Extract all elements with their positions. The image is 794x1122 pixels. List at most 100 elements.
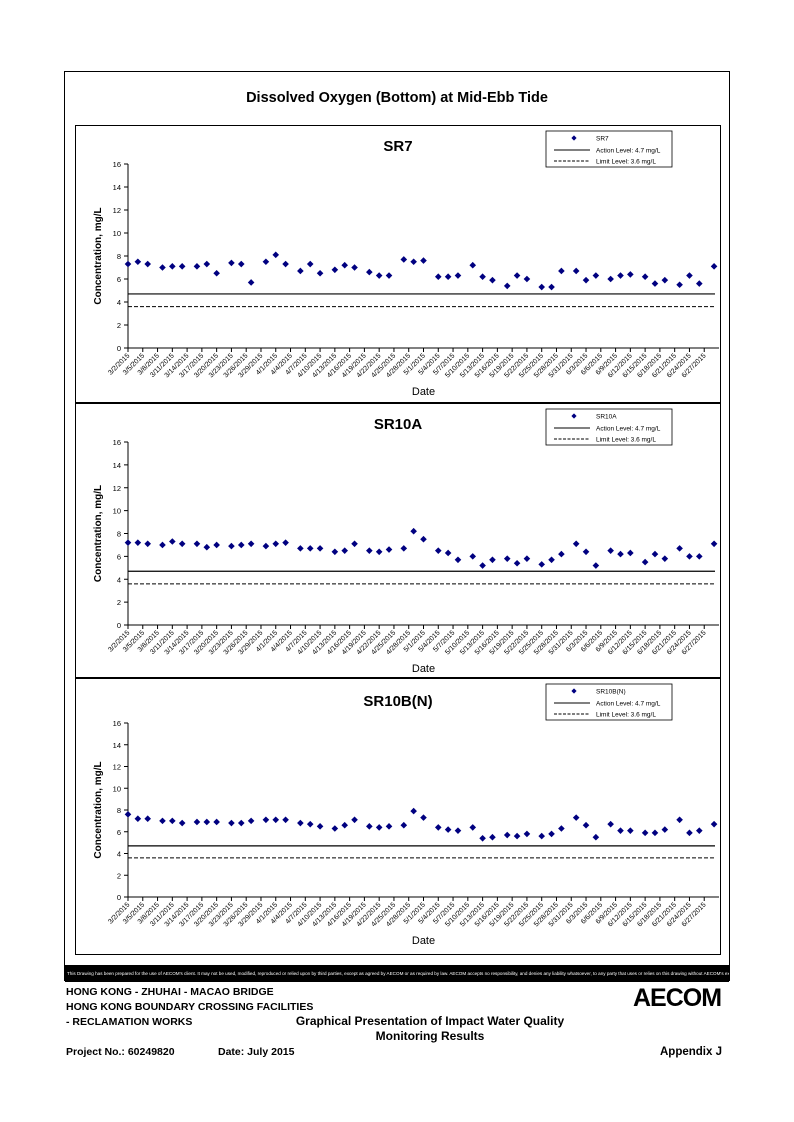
data-point bbox=[592, 833, 600, 841]
data-point bbox=[696, 553, 703, 560]
legend-marker bbox=[571, 413, 577, 419]
data-point bbox=[306, 545, 314, 552]
main-title: Dissolved Oxygen (Bottom) at Mid-Ebb Tid… bbox=[246, 90, 548, 106]
data-point bbox=[203, 543, 211, 551]
data-point bbox=[617, 827, 624, 834]
data-point bbox=[558, 550, 565, 558]
data-point bbox=[676, 545, 683, 552]
legend-marker bbox=[571, 688, 577, 694]
data-point bbox=[513, 559, 521, 567]
chart-title: SR7 bbox=[383, 138, 412, 155]
y-tick-label: 0 bbox=[117, 621, 121, 630]
data-point bbox=[558, 825, 565, 832]
data-point bbox=[410, 258, 417, 266]
y-tick-label: 6 bbox=[117, 275, 121, 284]
data-point bbox=[385, 546, 393, 553]
data-point bbox=[400, 821, 408, 829]
data-point bbox=[420, 535, 427, 543]
y-axis-label: Concentration, mg/L bbox=[93, 485, 104, 582]
data-point bbox=[469, 553, 477, 560]
data-point bbox=[454, 272, 462, 279]
data-point bbox=[144, 815, 151, 822]
data-point bbox=[228, 819, 235, 827]
data-point bbox=[228, 542, 235, 550]
y-tick-label: 4 bbox=[117, 575, 121, 584]
data-point bbox=[351, 816, 358, 824]
data-point bbox=[523, 830, 531, 838]
data-point bbox=[686, 829, 693, 837]
y-tick-label: 14 bbox=[113, 183, 121, 192]
data-point bbox=[262, 816, 270, 824]
data-point bbox=[489, 833, 496, 841]
legend-limit-label: Limit Level: 3.6 mg/L bbox=[596, 437, 656, 444]
data-point bbox=[513, 272, 521, 279]
data-point bbox=[582, 821, 590, 829]
data-point bbox=[341, 821, 348, 829]
data-point bbox=[237, 819, 245, 827]
data-point bbox=[213, 818, 220, 826]
data-point bbox=[434, 273, 442, 280]
data-point bbox=[282, 816, 289, 824]
legend-action-label: Action Level: 4.7 mg/L bbox=[596, 426, 661, 433]
data-point bbox=[627, 827, 634, 834]
x-axis-label: Date bbox=[412, 663, 435, 675]
data-point bbox=[203, 260, 211, 268]
data-point bbox=[193, 540, 201, 548]
data-point bbox=[316, 823, 324, 830]
footer-line2: HONG KONG BOUNDARY CROSSING FACILITIES bbox=[66, 1001, 314, 1013]
y-tick-label: 8 bbox=[117, 806, 121, 815]
data-point bbox=[479, 834, 486, 842]
data-point bbox=[617, 272, 624, 279]
data-point bbox=[272, 816, 280, 824]
data-point bbox=[134, 815, 142, 822]
y-tick-label: 6 bbox=[117, 552, 121, 561]
data-point bbox=[607, 275, 614, 283]
footer-line1: HONG KONG - ZHUHAI - MACAO BRIDGE bbox=[66, 986, 274, 998]
data-point bbox=[420, 814, 427, 821]
y-tick-label: 8 bbox=[117, 252, 121, 261]
data-point bbox=[469, 261, 477, 269]
data-point bbox=[159, 264, 166, 271]
data-point bbox=[523, 555, 531, 562]
data-point bbox=[272, 540, 280, 548]
chart-title: SR10A bbox=[374, 416, 423, 433]
data-point bbox=[513, 832, 521, 840]
data-point bbox=[617, 550, 624, 558]
data-point bbox=[676, 281, 683, 289]
data-point bbox=[410, 527, 417, 535]
data-point bbox=[676, 816, 683, 824]
data-point bbox=[159, 541, 166, 549]
data-point bbox=[454, 556, 462, 564]
data-point bbox=[538, 832, 545, 840]
legend-box bbox=[545, 408, 673, 446]
data-point bbox=[124, 260, 132, 268]
data-point bbox=[503, 282, 511, 290]
y-tick-label: 4 bbox=[117, 850, 121, 859]
y-tick-label: 2 bbox=[117, 871, 121, 880]
data-point bbox=[572, 540, 580, 548]
legend-box bbox=[545, 683, 673, 721]
footer-project-no: Project No.: 60249820 bbox=[66, 1046, 175, 1058]
data-point bbox=[538, 283, 545, 291]
data-point bbox=[262, 542, 270, 550]
y-tick-label: 14 bbox=[113, 461, 121, 470]
data-point bbox=[169, 263, 176, 270]
legend-marker-label: SR7 bbox=[596, 136, 609, 143]
data-point bbox=[213, 541, 220, 549]
data-point bbox=[400, 545, 408, 552]
chart-panel-sr10a: SR10A 0 2 4 6 8 10 12 14 16 Concentration, mg/L 3/2… bbox=[75, 403, 721, 678]
data-point bbox=[331, 266, 339, 274]
y-tick-label: 4 bbox=[117, 298, 121, 307]
data-point bbox=[178, 540, 186, 548]
data-point bbox=[582, 276, 590, 284]
data-point bbox=[710, 540, 718, 548]
y-tick-label: 12 bbox=[113, 484, 121, 493]
data-point bbox=[641, 273, 649, 280]
data-point bbox=[572, 267, 580, 275]
data-point bbox=[169, 817, 176, 825]
data-point bbox=[661, 555, 669, 562]
data-point bbox=[282, 539, 289, 546]
data-point bbox=[144, 540, 151, 548]
data-point bbox=[710, 820, 718, 828]
